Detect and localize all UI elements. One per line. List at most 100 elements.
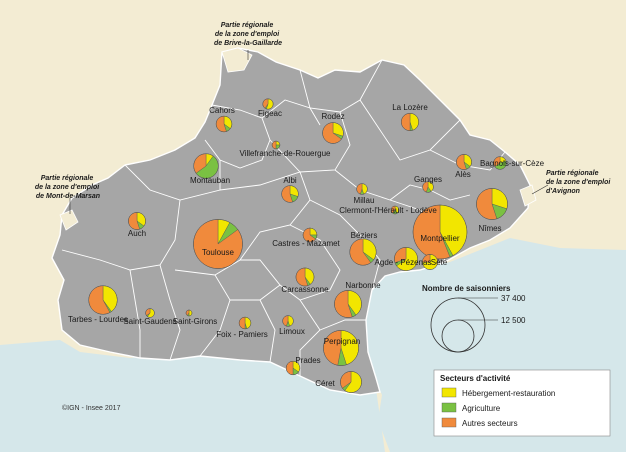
pie-clermont-l-herault-lodeve [390, 205, 400, 215]
pie-figeac [262, 98, 274, 110]
pie-agde-pezenas [394, 247, 418, 271]
pie-outline [193, 219, 243, 269]
zone-label-narbonne: Narbonne [345, 281, 381, 290]
size-legend-value-large: 37 400 [501, 294, 526, 303]
zone-label-perpignan: Perpignan [324, 337, 360, 346]
zone-label-figeac: Figeac [258, 109, 282, 118]
pie-outline [493, 156, 507, 170]
pie-foix-pamiers [238, 316, 252, 330]
pie-outline [394, 247, 418, 271]
size-legend: Nombre de saisonniers 37 400 12 500 [422, 284, 526, 353]
external-leaders [69, 50, 549, 214]
pie-outline [390, 205, 400, 215]
pie-outline [295, 267, 315, 287]
pie-outline [282, 315, 294, 327]
zone-label-carcassonne: Carcassonne [281, 285, 329, 294]
zone-label-la-lozere: La Lozère [392, 103, 428, 112]
zone-borders [61, 59, 506, 376]
pie-outline [88, 285, 118, 315]
pie-outline [349, 238, 377, 266]
pie-outline [193, 153, 219, 179]
pie-toulouse [193, 219, 243, 269]
pie-slice-hebergement [188, 309, 193, 317]
external-zone-marsan [59, 209, 79, 231]
sector-legend-title: Secteurs d'activité [440, 374, 511, 383]
legend-label-agriculture: Agriculture [462, 404, 501, 413]
size-legend-title: Nombre de saisonniers [422, 284, 511, 293]
pie-outline [262, 98, 274, 110]
zone-label-toulouse: Toulouse [202, 248, 235, 257]
pie-perpignan [323, 330, 359, 366]
zone-label-albi: Albi [283, 176, 297, 185]
pie-outline [401, 113, 419, 131]
zone-label-auch: Auch [128, 229, 146, 238]
pie-auch [128, 212, 146, 230]
zone-label-saint-girons: Saint-Girons [173, 317, 217, 326]
pie-bagnols-sur-ceze [493, 156, 507, 170]
pie-outline [185, 309, 193, 317]
pie-albi [281, 185, 299, 203]
zone-label-montpellier: Montpellier [420, 234, 459, 243]
zone-label-ganges: Ganges [414, 175, 442, 184]
pie-montauban [193, 153, 219, 179]
pie-outline [271, 140, 281, 150]
legend-swatch-hebergement [441, 387, 457, 398]
zone-label-villefranche-de-rouergue: Villefranche-de-Rouergue [239, 149, 331, 158]
pie-saint-gaudens [145, 308, 155, 318]
pie-outline [322, 122, 344, 144]
pie-outline [145, 308, 155, 318]
pie-ales [456, 154, 472, 170]
zone-label-beziers: Béziers [351, 231, 378, 240]
zone-label-agde-pezenas: Agde - Pézenas [375, 258, 432, 267]
pie-rodez [322, 122, 344, 144]
zone-label-montauban: Montauban [190, 176, 230, 185]
zone-label-limoux: Limoux [279, 327, 305, 336]
pie-montpellier [412, 204, 468, 260]
zone-label-clermont-l-herault-lodeve: Clermont-l'Hérault - Lodève [339, 206, 437, 215]
zone-label-millau: Millau [354, 196, 375, 205]
zone-label-nimes: Nîmes [478, 224, 501, 233]
pie-outline [476, 188, 508, 220]
pie-ceret [340, 371, 362, 393]
copyright: ©IGN - Insee 2017 [62, 404, 121, 412]
zone-label-saint-gaudens: Saint-Gaudens [123, 317, 176, 326]
pie-ganges [422, 181, 434, 193]
zone-label-sete: Sète [431, 258, 448, 267]
size-legend-value-small: 12 500 [501, 316, 526, 325]
external-zone-avignon [519, 184, 537, 207]
occitanie-region [51, 47, 531, 396]
pie-outline [302, 227, 318, 243]
pie-outline [340, 371, 362, 393]
legend-label-hebergement: Hébergement-restauration [462, 389, 555, 398]
pie-outline [422, 181, 434, 193]
sector-legend: Secteurs d'activité Hébergement-restaura… [433, 369, 611, 437]
sector-legend-box [433, 369, 611, 437]
zone-label-ales: Alès [455, 170, 471, 179]
label-layer: Cahors Figeac Rodez La Lozère Villefranche-d… [68, 103, 545, 388]
external-label-avignon: Partie régionale de la zone d'emploi d'A… [546, 170, 612, 195]
zone-label-bagnols-sur-ceze: Bagnols-sur-Cèze [480, 159, 545, 168]
pie-outline [356, 183, 368, 195]
pie-limoux [282, 315, 294, 327]
pie-outline [128, 212, 146, 230]
pie-outline [334, 290, 362, 318]
external-zone-brive [221, 47, 253, 73]
zone-label-castres-mazamet: Castres - Mazamet [272, 239, 340, 248]
legend-swatch-agriculture [441, 402, 457, 413]
pie-outline [422, 254, 438, 270]
pie-outline [456, 154, 472, 170]
pie-cahors [215, 115, 233, 133]
zone-label-rodez: Rodez [321, 112, 344, 121]
legend-label-autres: Autres secteurs [462, 419, 518, 428]
pie-layer [88, 98, 508, 393]
pie-beziers [349, 238, 377, 266]
zone-label-tarbes-lourdes: Tarbes - Lourdes [68, 315, 128, 324]
pie-la-lozere [401, 113, 419, 131]
zone-label-cahors: Cahors [209, 106, 235, 115]
pie-outline [238, 316, 252, 330]
pie-outline [412, 204, 468, 260]
external-label-marsan: Partie régionale de la zone d'emploi de … [35, 175, 101, 200]
pie-tarbes-lourdes [88, 285, 118, 315]
